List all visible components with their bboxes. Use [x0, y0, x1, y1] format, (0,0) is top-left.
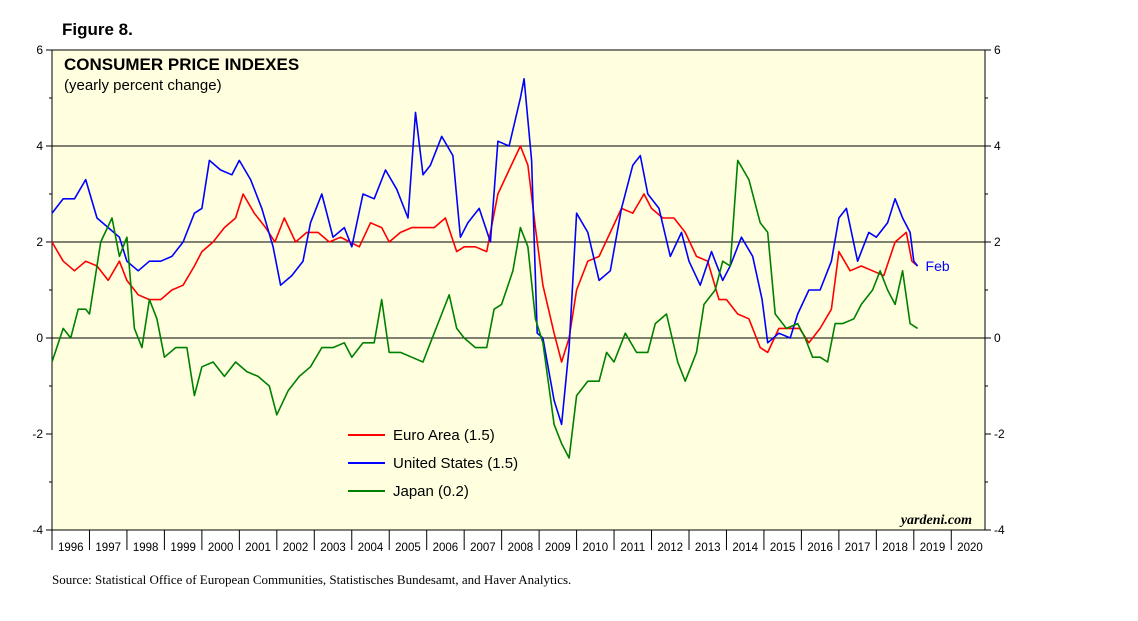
y-tick-label-right: 0: [994, 331, 1001, 345]
legend: Euro Area (1.5) United States (1.5) Japan …: [348, 427, 518, 500]
plot-area: [51, 49, 986, 531]
x-tick-label: 2015: [770, 542, 796, 554]
y-tick-label-left: 0: [36, 331, 43, 345]
x-tick-label: 2003: [320, 542, 346, 554]
y-tick-label-right: 4: [994, 139, 1001, 153]
x-tick-label: 1997: [95, 542, 121, 554]
legend-label: United States (1.5): [393, 455, 518, 472]
x-tick-label: 2002: [283, 542, 309, 554]
x-tick-label: 2011: [620, 542, 645, 554]
series-lines: [51, 78, 919, 459]
y-tick-label-left: 2: [36, 235, 43, 249]
series-line: [51, 145, 919, 363]
y-tick-label-left: 4: [36, 139, 43, 153]
x-tick-label: 2005: [395, 542, 421, 554]
x-tick-label: 2016: [807, 542, 833, 554]
x-tick-label: 2008: [508, 542, 534, 554]
y-tick-label-left: -2: [32, 427, 43, 441]
y-tick-label-left: -4: [32, 523, 43, 537]
y-axis-left: -4 -2 0 2 4 6: [32, 43, 52, 537]
x-tick-label: 2007: [470, 542, 496, 554]
y-tick-label-right: -4: [994, 523, 1005, 537]
legend-label: Japan (0.2): [393, 483, 469, 500]
x-axis: 1996 1997 1998 1999 2000 2001 2002 2003 2004 2005…: [51, 530, 983, 554]
x-tick-label: 2004: [358, 542, 384, 554]
x-tick-label: 2017: [845, 542, 871, 554]
x-tick-label: 2012: [657, 542, 683, 554]
x-tick-label: 2009: [545, 542, 571, 554]
chart-title: CONSUMER PRICE INDEXES: [64, 55, 299, 74]
y-axis-right: -4 -2 0 2 4 6: [985, 43, 1005, 537]
x-tick-label: 2010: [583, 542, 609, 554]
y-tick-label-right: -2: [994, 427, 1005, 441]
x-tick-label: 2001: [245, 542, 271, 554]
watermark: yardeni.com: [899, 513, 972, 528]
x-tick-label: 1996: [58, 542, 84, 554]
x-tick-label: 2013: [695, 542, 721, 554]
x-tick-label: 2019: [920, 542, 946, 554]
series-line: [51, 78, 919, 426]
x-tick-label: 2020: [957, 542, 983, 554]
y-tick-label-left: 6: [36, 43, 43, 57]
x-tick-label: 1999: [170, 542, 196, 554]
x-tick-label: 2014: [732, 542, 758, 554]
x-tick-label: 1998: [133, 542, 159, 554]
y-tick-label-right: 6: [994, 43, 1001, 57]
x-tick-label: 2000: [208, 542, 234, 554]
legend-label: Euro Area (1.5): [393, 427, 495, 444]
y-tick-label-right: 2: [994, 235, 1001, 249]
series-line: [51, 159, 919, 459]
end-annotation: Feb: [926, 258, 950, 274]
source-note: Source: Statistical Office of European C…: [52, 572, 572, 587]
chart-subtitle: (yearly percent change): [64, 77, 222, 94]
figure-label: Figure 8.: [62, 20, 133, 39]
x-tick-label: 2006: [433, 542, 459, 554]
x-tick-label: 2018: [882, 542, 908, 554]
